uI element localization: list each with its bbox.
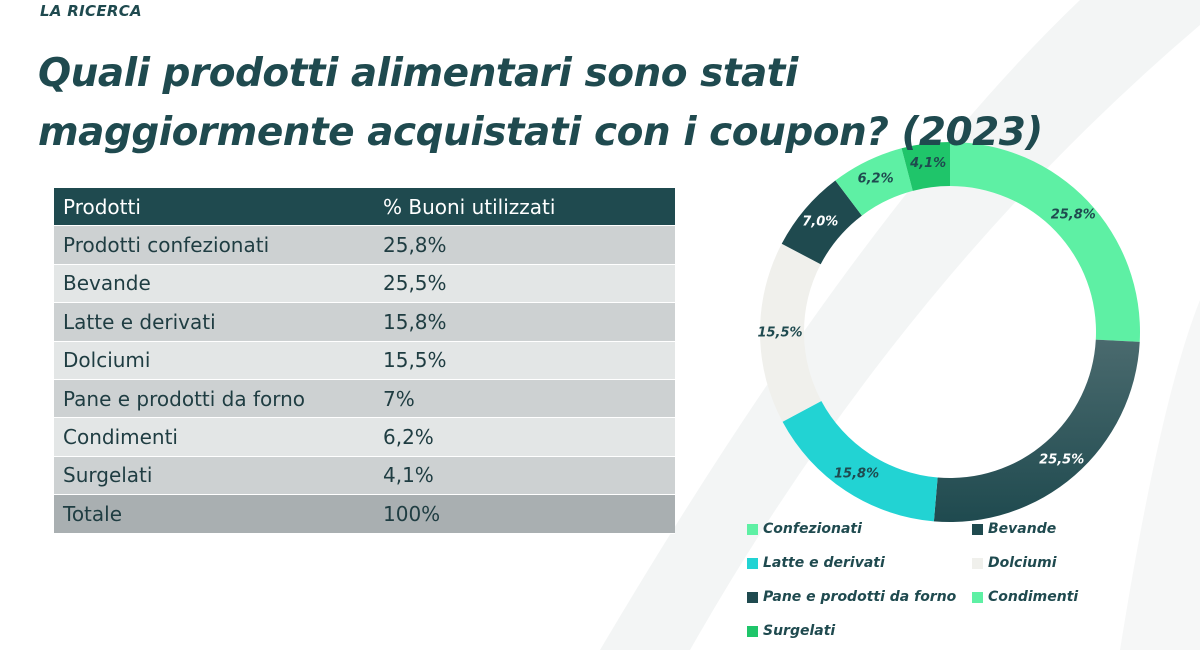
legend-label: Pane e prodotti da forno <box>763 589 957 605</box>
column-header-products: Prodotti <box>54 188 374 227</box>
donut-slice-surgelati <box>901 142 950 191</box>
legend-item-pane-e-prodotti-da-forno: Pane e prodotti da forno <box>747 586 972 608</box>
donut-slice-bevande <box>933 339 1140 522</box>
legend-label: Latte e derivati <box>763 555 885 571</box>
slice-label-pane-e-prodotti-da-forno: 7,0% <box>802 215 838 230</box>
table-row: Latte e derivati 15,8% <box>54 302 675 342</box>
percent-cell: 4,1% <box>374 456 675 496</box>
donut-slice-latte-e-derivati <box>782 400 938 522</box>
page-title: Quali prodotti alimentari sono stati mag… <box>38 44 1043 162</box>
percent-cell: 15,5% <box>374 341 675 380</box>
slice-label-confezionati: 25,8% <box>1051 207 1096 222</box>
table-row: Prodotti confezionati 25,8% <box>54 225 675 265</box>
slice-label-dolciumi: 15,5% <box>757 325 802 340</box>
page-title-line-2: maggiormente acquistati con i coupon? (2… <box>38 110 1043 155</box>
column-header-percent: % Buoni utilizzati <box>374 188 675 227</box>
total-label-cell: Totale <box>54 494 374 534</box>
legend-item-confezionati: Confezionati <box>747 518 972 540</box>
coupon-products-table: Prodotti % Buoni utilizzati Prodotti con… <box>54 188 675 534</box>
product-cell: Latte e derivati <box>54 302 374 342</box>
donut-slice-condimenti <box>835 148 913 216</box>
donut-slice-dolciumi <box>760 243 822 422</box>
legend-swatch <box>747 591 758 603</box>
legend-swatch <box>972 591 983 603</box>
slice-label-bevande: 25,5% <box>1039 453 1084 468</box>
legend-label: Surgelati <box>763 623 836 639</box>
legend-swatch <box>972 523 983 535</box>
legend-item-condimenti: Condimenti <box>972 586 1172 608</box>
chart-legend: Confezionati Bevande Latte e derivati Dolci… <box>747 518 1172 642</box>
slice-label-latte-e-derivati: 15,8% <box>834 467 879 482</box>
table-row: Surgelati 4,1% <box>54 456 675 496</box>
table-row: Condimenti 6,2% <box>54 417 675 457</box>
donut-slice-confezionati <box>950 142 1140 342</box>
legend-label: Confezionati <box>763 521 862 537</box>
slice-label-condimenti: 6,2% <box>858 172 894 187</box>
page-title-line-1: Quali prodotti alimentari sono stati <box>38 51 798 96</box>
percent-cell: 25,8% <box>374 225 675 265</box>
percent-cell: 7% <box>374 379 675 419</box>
table-header-row: Prodotti % Buoni utilizzati <box>54 188 675 227</box>
legend-swatch <box>972 557 983 569</box>
legend-label: Bevande <box>988 521 1057 537</box>
percent-cell: 6,2% <box>374 417 675 457</box>
product-cell: Pane e prodotti da forno <box>54 379 374 419</box>
table-row: Pane e prodotti da forno 7% <box>54 379 675 419</box>
slice-label-surgelati: 4,1% <box>909 156 946 171</box>
legend-item-surgelati: Surgelati <box>747 620 972 642</box>
legend-item-bevande: Bevande <box>972 518 1172 540</box>
legend-item-dolciumi: Dolciumi <box>972 552 1172 574</box>
product-cell: Surgelati <box>54 456 374 496</box>
product-cell: Dolciumi <box>54 341 374 380</box>
table-total-row: Totale 100% <box>54 494 675 534</box>
total-percent-cell: 100% <box>374 494 675 534</box>
legend-label: Dolciumi <box>988 555 1057 571</box>
legend-swatch <box>747 557 758 569</box>
product-cell: Condimenti <box>54 417 374 457</box>
percent-cell: 15,8% <box>374 302 675 342</box>
table-row: Bevande 25,5% <box>54 264 675 304</box>
legend-swatch <box>747 523 758 535</box>
donut-chart: 25,8% 25,5% 15,8% 15,5% 7,0% 6,2% 4,1% <box>757 142 1140 522</box>
legend-label: Condimenti <box>988 589 1079 605</box>
product-cell: Bevande <box>54 264 374 304</box>
table-row: Dolciumi 15,5% <box>54 341 675 380</box>
legend-item-latte-e-derivati: Latte e derivati <box>747 552 972 574</box>
donut-slice-pane-e-prodotti-da-forno <box>781 180 862 265</box>
section-kicker: LA RICERCA <box>40 2 142 20</box>
product-cell: Prodotti confezionati <box>54 225 374 265</box>
percent-cell: 25,5% <box>374 264 675 304</box>
legend-swatch <box>747 625 758 637</box>
